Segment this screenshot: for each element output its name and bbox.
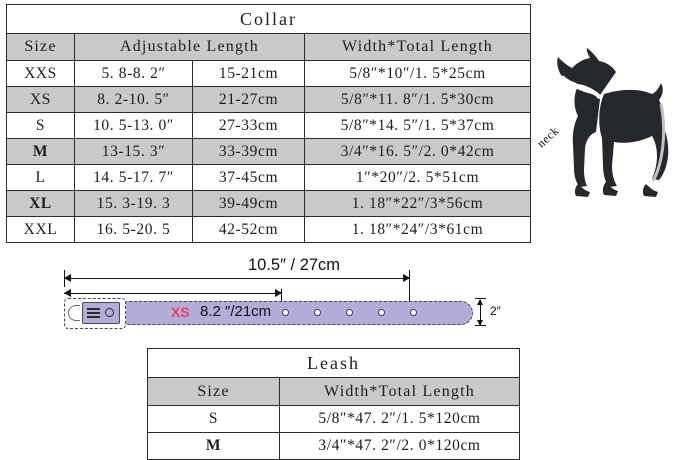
collar-cell-adjustable-cm: 37-45cm xyxy=(192,164,305,191)
collar-cell-size: S xyxy=(6,112,75,139)
collar-cell-width-total: 1. 18″*22″/3*56cm xyxy=(304,190,531,217)
collar-cell-adjustable-cm: 33-39cm xyxy=(192,138,305,165)
collar-cell-width-total: 3/4″*16. 5″/2. 0*42cm xyxy=(304,138,531,165)
leash-header-size: Size xyxy=(147,377,280,406)
table-row: XXL 16. 5-20. 5 42-52cm 1. 18″*24″/3*61c… xyxy=(6,216,531,243)
buckle-bars-icon xyxy=(87,308,100,318)
collar-header-adjustable-length: Adjustable Length xyxy=(74,33,305,61)
leash-header-width-total-length: Width*Total Length xyxy=(278,377,521,406)
collar-cell-size: XXS xyxy=(6,60,75,87)
leash-cell-size: M xyxy=(147,432,280,460)
total-length-dimension-label: 10.5″ / 27cm xyxy=(248,256,341,274)
buckle-tongue-icon xyxy=(68,305,80,321)
collar-cell-adjustable-cm: 39-49cm xyxy=(192,190,305,217)
collar-cell-width-total: 5/8″*14. 5″/1. 5*37cm xyxy=(304,112,531,139)
collar-cell-adjustable-cm: 27-33cm xyxy=(192,112,305,139)
leash-title-row: Leash xyxy=(146,348,521,378)
collar-cell-size: XL xyxy=(6,190,75,217)
table-row: M 13-15. 3″ 33-39cm 3/4″*16. 5″/2. 0*42c… xyxy=(6,138,531,165)
dog-illustration: neck xyxy=(528,48,676,218)
table-row: XS 8. 2-10. 5″ 21-27cm 5/8″*11. 8″/1. 5*… xyxy=(6,86,531,113)
collar-cell-adjustable-inch: 15. 3-19. 3 xyxy=(74,190,193,217)
collar-cell-width-total: 5/8″*10″/1. 5*25cm xyxy=(304,60,531,87)
table-row: S 5/8″*47. 2″/1. 5*120cm xyxy=(147,405,521,433)
leash-header-row: Size Width*Total Length xyxy=(147,377,521,406)
collar-title-row: Collar xyxy=(6,4,531,34)
collar-cell-adjustable-inch: 16. 5-20. 5 xyxy=(74,216,193,243)
collar-cell-adjustable-inch: 8. 2-10. 5″ xyxy=(74,86,193,113)
width-dimension-line xyxy=(480,300,481,326)
collar-cell-adjustable-inch: 13-15. 3″ xyxy=(74,138,193,165)
table-row: XXS 5. 8-8. 2″ 15-21cm 5/8″*10″/1. 5*25c… xyxy=(6,60,531,87)
dog-silhouette-icon xyxy=(557,48,669,197)
leash-size-table: Leash Size Width*Total Length S 5/8″*47.… xyxy=(146,348,521,460)
arrow-left-icon xyxy=(64,274,71,282)
width-dimension-cap-bottom xyxy=(475,325,486,326)
collar-header-size: Size xyxy=(6,33,75,61)
collar-cell-adjustable-inch: 5. 8-8. 2″ xyxy=(74,60,193,87)
collar-cell-adjustable-cm: 42-52cm xyxy=(192,216,305,243)
collar-table-title: Collar xyxy=(6,4,531,34)
dimension-tick-left xyxy=(64,270,65,287)
arrow-up-icon xyxy=(477,299,483,305)
collar-cell-width-total: 5/8″*11. 8″/1. 5*30cm xyxy=(304,86,531,113)
arrow-right-icon xyxy=(403,274,410,282)
leash-table-title: Leash xyxy=(146,348,521,378)
total-length-dimension-line xyxy=(64,278,410,279)
collar-cell-size: XS xyxy=(6,86,75,113)
leash-cell-width-total: 3/4″*47. 2″/2. 0*120cm xyxy=(278,432,521,460)
strap-hole xyxy=(378,309,385,316)
collar-cell-size: M xyxy=(6,138,75,165)
collar-size-table: Collar Size Adjustable Length Width*Tota… xyxy=(6,4,531,243)
collar-strap-body xyxy=(69,301,473,325)
collar-cell-adjustable-cm: 21-27cm xyxy=(192,86,305,113)
adjustable-length-label: 8.2 ″/21cm xyxy=(200,303,272,320)
table-row: M 3/4″*47. 2″/2. 0*120cm xyxy=(147,432,521,460)
dimension-tick-right xyxy=(409,270,410,314)
collar-cell-adjustable-cm: 15-21cm xyxy=(192,60,305,87)
collar-header-row: Size Adjustable Length Width*Total Lengt… xyxy=(6,33,531,61)
leash-cell-size: S xyxy=(147,405,280,433)
collar-cell-size: L xyxy=(6,164,75,191)
strap-hole xyxy=(314,309,321,316)
diagram-size-label: XS xyxy=(171,304,190,320)
strap-hole xyxy=(346,309,353,316)
strap-hole xyxy=(410,309,417,316)
buckle-ring-icon xyxy=(105,308,114,317)
collar-cell-adjustable-inch: 14. 5-17. 7″ xyxy=(74,164,193,191)
adjustable-length-dimension-line xyxy=(64,293,282,294)
collar-cell-adjustable-inch: 10. 5-13. 0″ xyxy=(74,112,193,139)
arrow-left-icon xyxy=(64,289,71,297)
width-dimension-cap-top xyxy=(475,298,486,299)
table-row: S 10. 5-13. 0″ 27-33cm 5/8″*14. 5″/1. 5*… xyxy=(6,112,531,139)
collar-header-width-total-length: Width*Total Length xyxy=(304,33,531,61)
leash-cell-width-total: 5/8″*47. 2″/1. 5*120cm xyxy=(278,405,521,433)
buckle-body-icon xyxy=(82,302,120,324)
collar-cell-width-total: 1″*20″/2. 5*51cm xyxy=(304,164,531,191)
collar-cell-width-total: 1. 18″*24″/3*61cm xyxy=(304,216,531,243)
strap-hole xyxy=(282,309,289,316)
arrow-down-icon xyxy=(477,320,483,326)
table-row: L 14. 5-17. 7″ 37-45cm 1″*20″/2. 5*51cm xyxy=(6,164,531,191)
strap-width-label: 2″ xyxy=(490,304,501,318)
collar-measurement-diagram: 10.5″ / 27cm XS 8.2 ″/21cm 2″ xyxy=(60,256,501,336)
collar-cell-size: XXL xyxy=(6,216,75,243)
table-row: XL 15. 3-19. 3 39-49cm 1. 18″*22″/3*56cm xyxy=(6,190,531,217)
arrow-right-icon xyxy=(275,289,282,297)
